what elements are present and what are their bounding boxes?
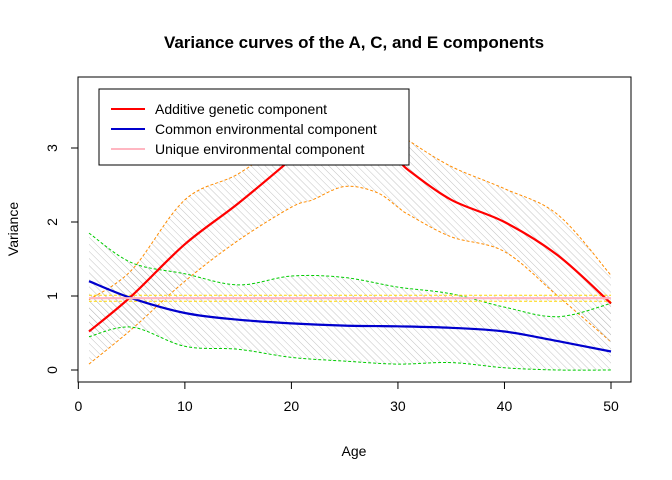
y-tick-label: 0 (44, 366, 60, 374)
series-line-2 (88, 280, 612, 353)
chart-title: Variance curves of the A, C, and E compo… (164, 33, 544, 52)
x-tick-label: 30 (390, 398, 406, 414)
axes: 0 10 20 30 40 50 0 1 2 3 (44, 144, 619, 414)
band-lower-2 (88, 326, 612, 371)
band-upper-2 (88, 232, 612, 318)
legend-label-3: Unique environmental component (155, 141, 364, 157)
x-tick-label: 50 (603, 398, 619, 414)
legend-box (98, 88, 410, 166)
x-tick-label: 10 (177, 398, 193, 414)
x-tick-label: 20 (284, 398, 300, 414)
x-tick-label: 0 (74, 398, 82, 414)
confidence-band-1 (89, 118, 611, 365)
y-tick-label: 1 (44, 292, 60, 300)
x-tick-label: 40 (497, 398, 513, 414)
legend: Additive genetic component Common environ… (98, 88, 410, 166)
legend-label-1: Additive genetic component (155, 101, 327, 117)
y-tick-label: 3 (44, 144, 60, 152)
x-axis-label: Age (342, 443, 367, 459)
y-axis-label: Variance (5, 202, 21, 256)
band-lower-1 (88, 185, 612, 365)
y-tick-label: 2 (44, 218, 60, 226)
legend-label-2: Common environmental component (155, 121, 377, 137)
